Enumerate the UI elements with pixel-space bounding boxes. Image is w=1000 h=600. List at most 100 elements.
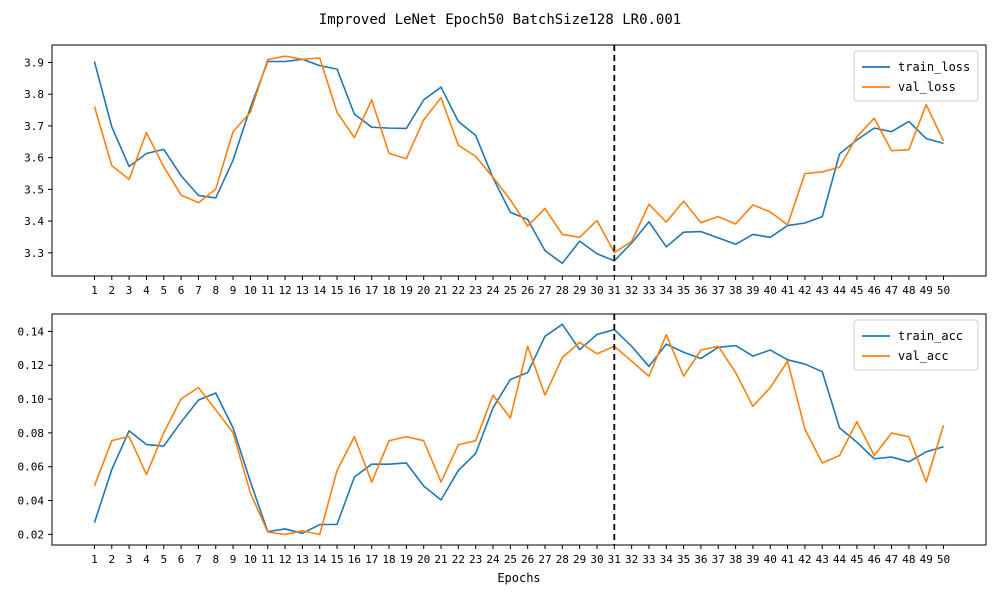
x-tick-label: 5	[160, 284, 167, 297]
x-tick-label: 7	[195, 284, 202, 297]
legend-label: train_loss	[898, 60, 970, 74]
x-tick-label: 48	[902, 553, 915, 566]
x-tick-label: 13	[296, 284, 309, 297]
y-tick-label: 0.06	[18, 461, 45, 474]
x-tick-label: 42	[798, 284, 811, 297]
x-tick-label: 47	[885, 284, 898, 297]
x-tick-label: 26	[521, 284, 534, 297]
accuracy-chart: 1 2 3 4 5 6 7 8 9 10 11 12 13 14 15 16 17 18 19 20 21 22 23 24 2…	[18, 313, 987, 566]
x-tick-label: 35	[677, 553, 690, 566]
x-tick-label: 31	[608, 553, 621, 566]
x-tick-label: 43	[816, 284, 829, 297]
y-tick-label: 0.02	[18, 528, 45, 541]
x-tick-label: 42	[798, 553, 811, 566]
x-tick-label: 17	[365, 284, 378, 297]
x-tick-label: 3	[126, 553, 133, 566]
x-tick-label: 26	[521, 553, 534, 566]
x-tick-label: 40	[764, 553, 777, 566]
legend-label: val_acc	[898, 349, 949, 363]
x-tick-label: 45	[850, 553, 863, 566]
x-tick-label: 18	[382, 553, 395, 566]
x-tick-label: 36	[694, 284, 707, 297]
x-tick-label: 16	[348, 553, 361, 566]
x-tick-label: 50	[937, 284, 950, 297]
x-tick-label: 46	[868, 553, 881, 566]
x-tick-label: 21	[434, 553, 447, 566]
series-line-val-acc	[93, 333, 945, 536]
x-tick-label: 48	[902, 284, 915, 297]
x-tick-label: 44	[833, 553, 847, 566]
y-tick-label: 0.04	[18, 495, 45, 508]
x-tick-label: 24	[486, 284, 500, 297]
x-tick-label: 9	[230, 553, 237, 566]
x-tick-label: 24	[486, 553, 500, 566]
y-tick-label: 3.4	[24, 215, 44, 228]
x-tick-label: 49	[920, 553, 933, 566]
y-tick-label: 3.9	[24, 56, 44, 69]
x-tick-label: 44	[833, 284, 847, 297]
x-tick-label: 14	[313, 284, 327, 297]
x-tick-label: 45	[850, 284, 863, 297]
x-tick-label: 12	[278, 553, 291, 566]
x-tick-label: 19	[400, 553, 413, 566]
y-tick-label: 3.6	[24, 152, 44, 165]
x-tick-label: 34	[660, 284, 674, 297]
x-tick-label: 3	[126, 284, 133, 297]
x-tick-label: 20	[417, 553, 430, 566]
x-tick-label: 25	[504, 284, 517, 297]
x-tick-label: 9	[230, 284, 237, 297]
y-tick-label: 0.14	[18, 325, 45, 338]
x-tick-label: 41	[781, 553, 794, 566]
x-tick-label: 29	[573, 284, 586, 297]
x-tick-label: 12	[278, 284, 291, 297]
x-tick-label: 19	[400, 284, 413, 297]
figure-title: Improved LeNet Epoch50 BatchSize128 LR0.…	[319, 12, 681, 28]
plot-frame	[51, 313, 987, 546]
x-tick-label: 8	[212, 284, 219, 297]
x-tick-label: 22	[452, 553, 465, 566]
x-tick-label: 18	[382, 284, 395, 297]
x-tick-label: 23	[469, 553, 482, 566]
x-tick-label: 27	[538, 553, 551, 566]
x-tick-label: 5	[160, 553, 167, 566]
x-tick-label: 37	[712, 553, 725, 566]
legend: train_loss val_loss	[853, 50, 979, 102]
x-tick-label: 34	[660, 553, 674, 566]
x-tick-label: 1	[91, 553, 98, 566]
y-tick-label: 3.5	[24, 183, 44, 196]
x-tick-label: 40	[764, 284, 777, 297]
x-tick-label: 29	[573, 553, 586, 566]
x-tick-label: 35	[677, 284, 690, 297]
legend-label: train_acc	[898, 329, 963, 343]
x-tick-label: 1	[91, 284, 98, 297]
x-tick-label: 17	[365, 553, 378, 566]
x-tick-label: 38	[729, 284, 742, 297]
x-tick-label: 2	[108, 553, 115, 566]
x-tick-label: 27	[538, 284, 551, 297]
loss-chart: 1 2 3 4 5 6 7 8 9 10 11 12 13 14 15 16 17 18 19 20 21 22 23 24 2…	[24, 44, 987, 297]
x-tick-label: 21	[434, 284, 447, 297]
x-tick-label: 39	[746, 284, 759, 297]
x-tick-label: 4	[143, 553, 150, 566]
x-tick-label: 41	[781, 284, 794, 297]
x-tick-label: 37	[712, 284, 725, 297]
x-tick-label: 23	[469, 284, 482, 297]
x-tick-label: 10	[244, 553, 257, 566]
legend-label: val_loss	[898, 80, 956, 94]
x-tick-label: 30	[590, 284, 603, 297]
legend-box	[853, 50, 979, 102]
x-tick-label: 39	[746, 553, 759, 566]
y-tick-label: 0.12	[18, 359, 45, 372]
x-tick-label: 2	[108, 284, 115, 297]
y-tick-label: 0.08	[18, 427, 45, 440]
x-tick-label: 33	[642, 553, 655, 566]
series-line-train-loss	[93, 58, 944, 265]
x-tick-label: 16	[348, 284, 361, 297]
x-tick-label: 25	[504, 553, 517, 566]
x-tick-label: 4	[143, 284, 150, 297]
x-tick-label: 33	[642, 284, 655, 297]
x-tick-label: 30	[590, 553, 603, 566]
x-tick-label: 11	[261, 553, 274, 566]
y-tick-label: 3.3	[24, 247, 44, 260]
